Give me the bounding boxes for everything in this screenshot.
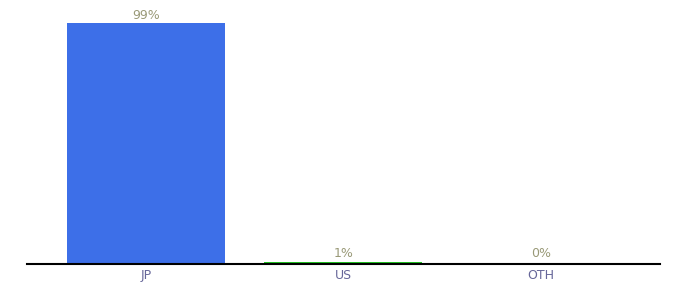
Bar: [265, 262, 422, 264]
Text: 1%: 1%: [333, 248, 354, 260]
Bar: [67, 23, 225, 264]
Text: 0%: 0%: [531, 248, 551, 260]
Text: 99%: 99%: [132, 9, 160, 22]
